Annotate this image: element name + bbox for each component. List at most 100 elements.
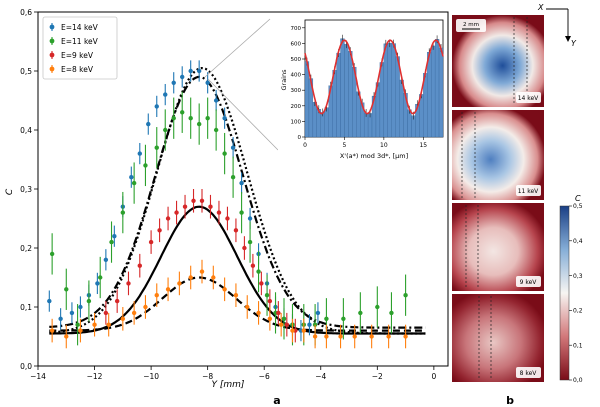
data-point: [281, 316, 287, 321]
data-point: [225, 216, 230, 221]
fit-curve-solid: [49, 205, 426, 335]
data-point: [58, 316, 63, 321]
data-point: [245, 304, 250, 310]
data-point: [256, 269, 261, 274]
data-point: [369, 334, 374, 339]
data-point: [222, 287, 227, 292]
data-point: [171, 80, 176, 86]
histogram-bar: [427, 52, 432, 138]
map-11kev: 11 keV: [452, 110, 544, 200]
data-point: [230, 175, 236, 180]
colorbar-tick-label: 0,3: [573, 273, 583, 280]
data-point: [131, 310, 137, 316]
map-label: 8 keV: [520, 370, 538, 377]
histogram-bar: [379, 62, 385, 138]
data-point: [148, 239, 154, 245]
data-point: [213, 127, 219, 133]
data-point: [64, 287, 69, 292]
data-point: [49, 328, 55, 333]
data-point: [222, 151, 227, 156]
y-tick-label: 0,1: [20, 303, 32, 312]
data-point: [180, 110, 185, 115]
data-point: [196, 68, 202, 74]
histogram-bar: [399, 79, 404, 138]
y-tick-label: 0,0: [20, 362, 32, 371]
histogram-bar: [340, 38, 345, 138]
data-point: [165, 216, 171, 221]
data-point: [143, 304, 148, 310]
fit-curve-dashdot: [49, 75, 426, 329]
inset-bars: [304, 34, 444, 138]
data-point: [196, 121, 202, 127]
data-point: [233, 293, 239, 298]
y-axis-label: C: [5, 188, 15, 195]
inset-y-tick-label: 700: [291, 26, 302, 32]
histogram-bar: [434, 39, 440, 138]
histogram-bar: [438, 47, 444, 138]
legend-label: E=14 keV: [61, 23, 99, 32]
inset-fit-curve: [304, 39, 444, 115]
x-tick-label: −6: [259, 372, 270, 381]
data-point: [312, 334, 318, 339]
data-point: [239, 180, 244, 186]
panel-a-letter: a: [273, 394, 280, 407]
inset-y-tick-label: 300: [291, 88, 302, 94]
histogram-bar: [332, 70, 337, 138]
data-point: [154, 104, 159, 109]
data-point: [174, 210, 179, 215]
x-tick-label: −4: [315, 372, 326, 381]
histogram-bar: [344, 44, 349, 138]
x-tick-label: 0: [431, 372, 436, 381]
data-point: [103, 310, 109, 316]
data-point: [352, 334, 357, 339]
data-point: [199, 198, 205, 203]
data-point: [92, 322, 97, 327]
data-point: [341, 316, 346, 321]
y-tick-label: 0,4: [20, 126, 32, 135]
colorbar-tick-label: 0,5: [573, 203, 583, 210]
data-point: [131, 180, 137, 186]
data-point: [188, 275, 193, 280]
chart-a: −14 −12 −10 −8 −6 −4 −2 0 0,0 0,1 0,2 0,3 0,4 0,5 0,6…: [5, 8, 449, 407]
data-point: [205, 116, 210, 121]
data-point: [157, 228, 162, 233]
colorbar-ticks: 0,0 0,1 0,2 0,3 0,4 0,5: [569, 203, 583, 384]
data-point: [103, 257, 109, 262]
legend-marker: [49, 52, 55, 58]
orientation-axes: X Y: [537, 3, 577, 48]
map-8kev: 8 keV: [452, 294, 544, 382]
map-label-box: [516, 92, 541, 103]
data-point: [171, 116, 176, 121]
histogram-bar: [304, 61, 310, 138]
data-point: [114, 298, 120, 304]
data-point: [213, 98, 219, 103]
inset-x-ticks: 0 5 10 15: [303, 137, 427, 149]
colorbar-tick-label: 0,1: [573, 342, 583, 349]
data-point: [78, 328, 83, 333]
data-point: [86, 298, 92, 304]
data-point: [267, 298, 273, 304]
data-point: [95, 281, 100, 286]
data-point: [106, 322, 111, 327]
histogram-bar: [336, 52, 341, 138]
data-point: [205, 80, 210, 86]
y-tick-label: 0,3: [20, 185, 32, 194]
map-label-box: [516, 276, 541, 287]
data-point: [250, 263, 256, 268]
inset-connector-bottom: [207, 78, 279, 151]
y-tick-label: 0,6: [20, 8, 32, 17]
data-point: [165, 287, 171, 292]
data-point: [324, 316, 329, 321]
inset-y-tick-label: 0: [298, 135, 302, 141]
map-label: 14 keV: [518, 95, 539, 102]
data-point: [403, 334, 408, 339]
data-point: [284, 322, 290, 327]
data-point: [278, 322, 284, 327]
legend-label: E=11 keV: [61, 37, 99, 46]
data-series: [47, 60, 408, 349]
data-point: [242, 245, 247, 251]
data-point: [129, 175, 134, 180]
data-point: [301, 328, 306, 333]
legend-marker: [49, 38, 55, 44]
series-3: [49, 259, 408, 349]
